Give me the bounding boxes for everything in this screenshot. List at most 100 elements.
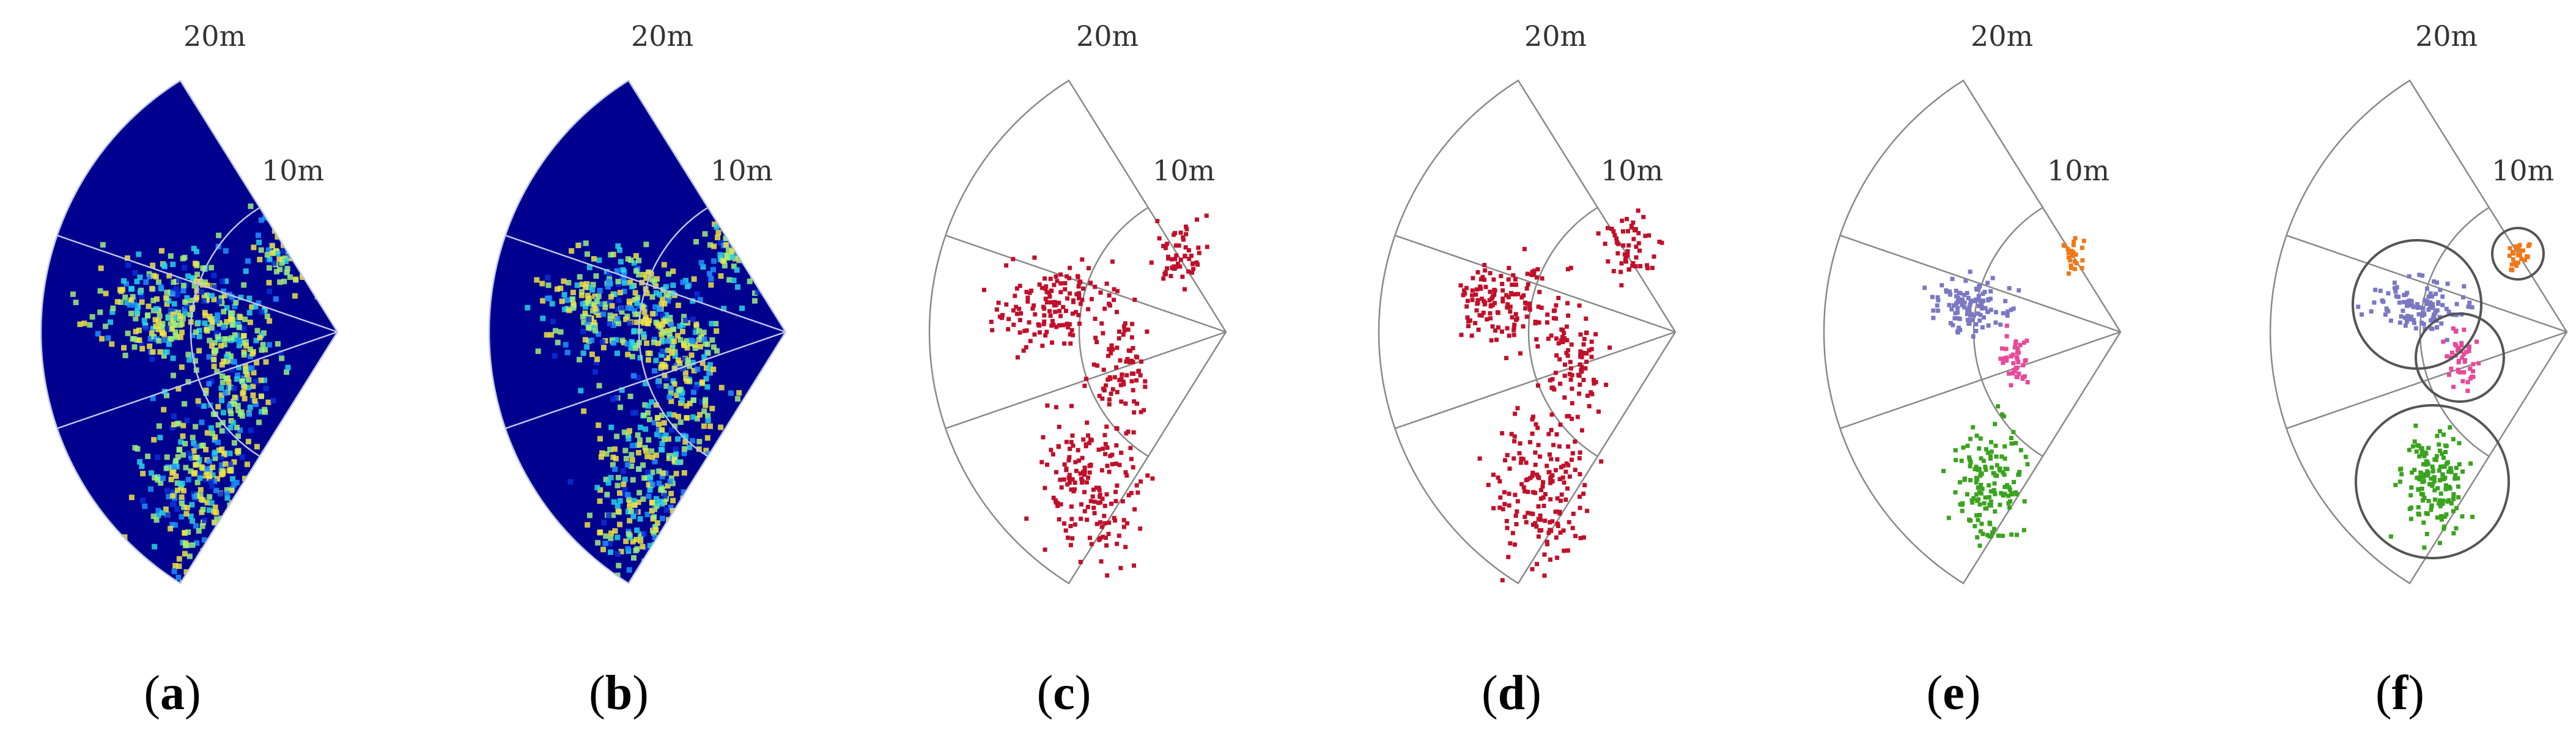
heatmap-cell (745, 256, 751, 262)
heatmap-cell (234, 592, 239, 598)
heatmap-cell (223, 248, 229, 254)
heatmap-cell (607, 321, 613, 327)
azimuth-line (1839, 234, 2121, 333)
detection-point (1122, 328, 1127, 333)
detection-point (1557, 477, 1562, 482)
heatmap-cell (703, 397, 709, 403)
detection-point (1555, 496, 1560, 501)
cluster-4-point (1968, 464, 1973, 469)
detection-point (1099, 524, 1104, 529)
heatmap-cell (176, 278, 182, 284)
heatmap-cell (177, 313, 183, 319)
heatmap-cell (647, 543, 653, 549)
heatmap-cell (215, 422, 221, 428)
heatmap-cell (227, 353, 234, 359)
heatmap-cell (330, 274, 336, 281)
heatmap-cell (98, 265, 104, 271)
cluster-3-point (2468, 366, 2473, 371)
detection-point (1131, 371, 1136, 376)
cluster-4-point (1976, 466, 1981, 471)
cluster-4-point (2410, 444, 2415, 449)
cluster-4-point (1995, 463, 1999, 468)
heatmap-cell (593, 273, 599, 279)
detection-point (1098, 290, 1103, 295)
heatmap-cell (697, 344, 703, 350)
heatmap-cell (303, 252, 309, 258)
detection-point (1186, 248, 1191, 252)
heatmap-cell (638, 533, 644, 539)
heatmap-cell (635, 432, 641, 438)
heatmap-cell (640, 462, 646, 468)
heatmap-cell (227, 316, 234, 322)
heatmap-cell (607, 312, 613, 318)
heatmap-cell (685, 284, 690, 290)
heatmap-cell (649, 508, 655, 514)
heatmap-cell (665, 483, 671, 489)
cluster-4-point (1968, 478, 1973, 482)
heatmap-cell (128, 311, 134, 317)
detection-point (1161, 243, 1166, 248)
heatmap-cell (197, 575, 203, 581)
heatmap-cell (121, 345, 127, 351)
heatmap-cell (233, 300, 239, 306)
cluster-4-point (2457, 441, 2462, 446)
cluster-1-point (1971, 334, 1976, 339)
heatmap-cell (212, 434, 218, 440)
heatmap-cell (641, 531, 647, 537)
heatmap-cell (661, 329, 667, 336)
heatmap-cell (267, 202, 273, 208)
heatmap-cell (637, 328, 643, 334)
heatmap-cell (133, 315, 139, 322)
range-label-10m-e: 10m (2047, 154, 2109, 187)
heatmap-cell (229, 511, 235, 517)
range-label-20m-b: 20m (631, 20, 693, 53)
detection-point (1107, 520, 1112, 525)
cluster-2-point (2509, 262, 2514, 267)
detection-point (1566, 348, 1571, 353)
heatmap-cell (139, 498, 146, 503)
heatmap-cell (200, 265, 206, 271)
detection-point (1565, 486, 1570, 491)
detection-point (1606, 226, 1610, 230)
detection-point (1530, 431, 1535, 436)
heatmap-cell (740, 254, 746, 260)
heatmap-cell (211, 542, 217, 548)
heatmap-cell (592, 328, 599, 334)
heatmap-cell (693, 385, 699, 391)
heatmap-cell (681, 356, 687, 362)
heatmap-cell (97, 288, 103, 294)
detection-point (1122, 324, 1127, 329)
detection-point (1562, 374, 1567, 378)
heatmap-cell (196, 401, 202, 407)
heatmap-cell (585, 522, 591, 528)
detection-point (1584, 331, 1589, 336)
heatmap-cell (170, 355, 176, 361)
heatmap-cell (723, 242, 729, 248)
heatmap-cell (182, 401, 188, 407)
detection-point (1568, 359, 1573, 364)
cluster-4-point (2430, 484, 2435, 488)
heatmap-cell (736, 246, 742, 252)
heatmap-cell (171, 372, 176, 378)
heatmap-cell (608, 474, 614, 480)
cluster-4-point (2013, 441, 2018, 446)
heatmap-cell (242, 316, 248, 322)
heatmap-cell (196, 348, 202, 354)
heatmap-cell (161, 353, 167, 359)
cluster-2-point (2080, 245, 2084, 250)
detection-point (1496, 325, 1500, 330)
detection-point (1183, 254, 1187, 259)
heatmap-cell (717, 441, 723, 447)
cluster-4-point (2422, 496, 2427, 500)
heatmap-cell (598, 454, 604, 460)
detection-point (1013, 293, 1017, 298)
heatmap-cell (684, 338, 690, 344)
heatmap-cell (199, 576, 204, 583)
cluster-3-point (2454, 344, 2459, 348)
heatmap-cell (331, 259, 337, 265)
detection-point (1049, 300, 1054, 305)
heatmap-cell (198, 496, 204, 502)
cluster-4-point (1981, 458, 1986, 463)
heatmap-cell (173, 315, 179, 321)
heatmap-cell (656, 480, 662, 487)
